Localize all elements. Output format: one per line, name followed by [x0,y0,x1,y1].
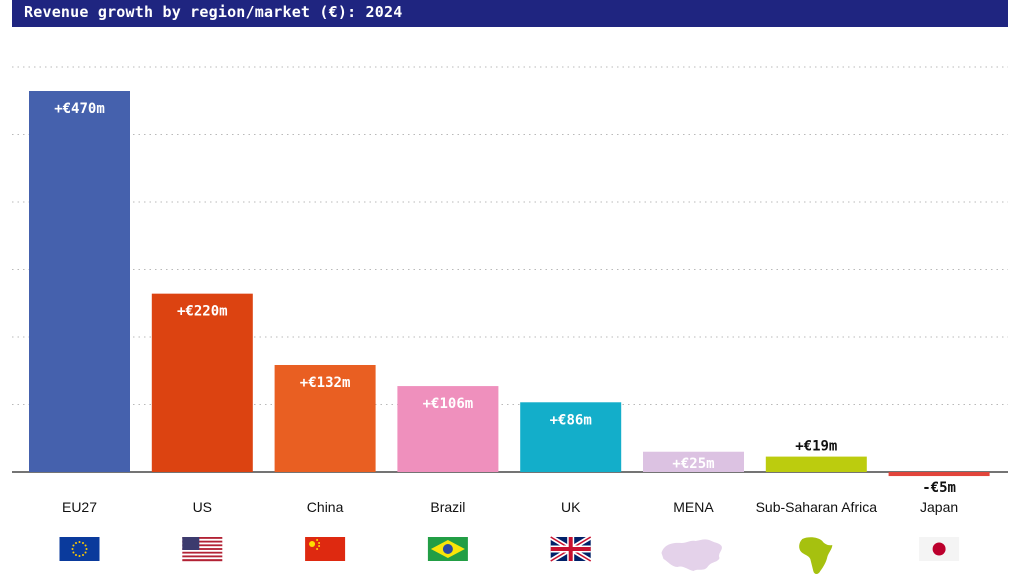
category-label: China [307,499,344,515]
bar-mena [643,451,744,472]
bar-china [274,364,376,472]
uk-flag-icon [549,534,592,564]
chart-title: Revenue growth by region/market (€): 202… [24,3,403,21]
title-bar: Revenue growth by region/market (€): 202… [12,0,1008,27]
bar-uk [520,402,622,472]
africa-map-icon [799,537,833,574]
data-label: +€19m [795,439,837,455]
mena-map-icon [661,539,722,571]
bar-us [151,293,253,472]
data-label: +€25m [672,456,714,472]
category-label: Sub-Saharan Africa [756,499,878,515]
data-label: +€106m [423,396,474,412]
data-label: +€132m [300,375,351,391]
category-label: Brazil [430,499,465,515]
bar-brazil [397,386,499,472]
category-label: Japan [920,499,958,515]
data-label: +€470m [54,101,105,117]
japan-flag-icon [919,537,960,561]
us-flag-icon [182,537,223,562]
data-label: +€220m [177,304,228,320]
bar-sub-saharan-africa [765,456,867,472]
category-label: UK [561,499,581,515]
category-label: EU27 [62,499,97,515]
category-icons [59,534,960,574]
bar-japan [888,472,990,477]
data-label: -€5m [922,480,956,496]
bar-eu27 [29,91,130,472]
brazil-flag-icon [427,537,468,561]
category-labels: EU27 US China Brazil UK MENA Sub-Saharan Afric… [62,499,958,515]
value-labels: +€470m +€220m +€132m +€106m +€86m +€25m +€19m -… [54,101,956,496]
bars [29,91,990,477]
category-label: US [193,499,212,515]
category-label: MENA [673,499,714,515]
china-flag-icon [305,537,346,561]
data-label: +€86m [550,412,592,428]
eu-flag-icon [59,537,100,561]
